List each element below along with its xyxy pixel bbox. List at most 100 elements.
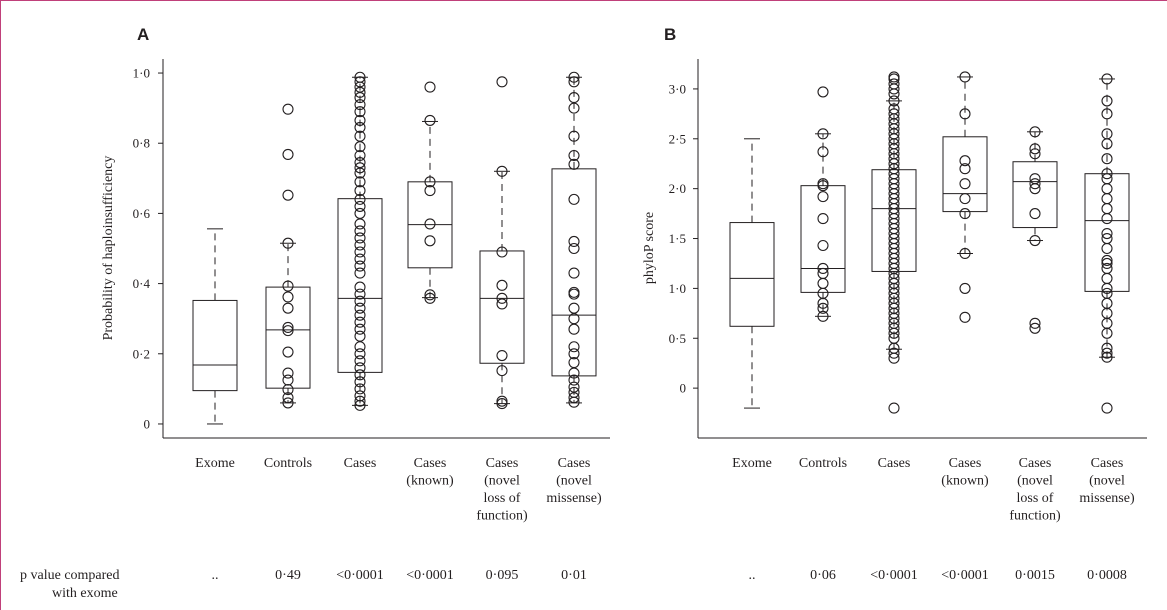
data-point [282, 237, 294, 249]
data-point [496, 298, 508, 310]
x-category-label-line: loss of [1017, 491, 1054, 506]
data-point [354, 295, 366, 307]
data-point [282, 189, 294, 201]
data-point [817, 180, 829, 192]
data-point [354, 383, 366, 395]
data-point [424, 176, 436, 188]
data-point [568, 374, 580, 386]
y-axis-label: Probability of haploinsufficiency [101, 156, 116, 341]
data-point [817, 310, 829, 322]
data-point [817, 213, 829, 225]
data-point [1101, 254, 1113, 267]
x-category-label-line: Exome [732, 456, 772, 471]
p-value-a-2: <0·0001 [336, 568, 384, 583]
x-category-label: Exome [732, 456, 772, 471]
data-point [282, 103, 294, 115]
data-point [1029, 317, 1041, 329]
data-point [354, 302, 366, 314]
data-point [354, 106, 366, 118]
data-point [282, 321, 294, 334]
p-value-b-3: <0·0001 [941, 568, 989, 583]
data-point [1029, 234, 1041, 247]
data-point [354, 395, 366, 407]
x-category-label: Cases (novel missense) [1079, 456, 1135, 506]
data-point [282, 280, 294, 292]
data-point [354, 200, 366, 212]
data-point [354, 141, 366, 153]
data-point [496, 279, 508, 291]
data-point [354, 316, 366, 328]
data-point [959, 155, 971, 167]
data-point [959, 282, 971, 294]
x-category-label-line: Cases [1019, 456, 1052, 471]
y-tick-label: 1·0 [133, 66, 150, 81]
x-category-label-line: Controls [799, 456, 847, 471]
x-category-label-line: (known) [941, 474, 989, 489]
data-point [354, 253, 366, 265]
data-point [496, 398, 508, 410]
data-point [1101, 168, 1113, 180]
data-point [817, 191, 829, 203]
data-point [888, 83, 900, 95]
data-point [282, 302, 294, 314]
data-point [568, 130, 580, 142]
data-point [568, 392, 580, 404]
data-point [568, 102, 580, 114]
data-point [424, 218, 436, 230]
box-group [729, 138, 775, 409]
data-point [568, 323, 580, 335]
data-point [1029, 143, 1041, 155]
data-point [282, 392, 294, 404]
data-point [959, 193, 971, 205]
data-point [354, 369, 366, 381]
p-value-b-0: .. [748, 568, 756, 583]
data-point [817, 297, 829, 309]
y-tick-label: 1·5 [669, 231, 686, 246]
p-value-a-0: .. [211, 568, 219, 583]
data-point [888, 327, 900, 339]
x-category-label: Cases [878, 456, 911, 471]
x-category-label: Controls [799, 456, 847, 471]
data-point [568, 348, 580, 360]
data-point [354, 323, 366, 335]
data-point [1029, 178, 1041, 190]
data-point [354, 267, 366, 279]
data-point [424, 185, 436, 197]
data-point [888, 402, 900, 414]
data-point [354, 246, 366, 258]
p-value-a-3: <0·0001 [406, 568, 454, 583]
box-group [551, 76, 597, 404]
data-point [282, 367, 294, 379]
x-category-label-line: Cases [558, 456, 591, 471]
data-point [568, 242, 580, 255]
x-category-label-line: function) [1009, 509, 1061, 524]
y-tick-label: 0 [144, 416, 151, 431]
data-point [424, 235, 436, 247]
data-point [354, 348, 366, 360]
data-point [424, 114, 436, 126]
data-point [817, 239, 829, 252]
x-category-label: Cases (known) [406, 456, 454, 489]
box-group [407, 120, 453, 299]
data-point [424, 292, 436, 304]
x-category-label: Exome [195, 456, 235, 471]
data-point [354, 341, 366, 353]
data-point [568, 288, 580, 300]
data-point [354, 185, 366, 197]
data-point [354, 281, 366, 293]
y-tick-label: 0·4 [133, 276, 151, 291]
data-point [568, 149, 580, 162]
x-category-label-line: Cases [1091, 456, 1124, 471]
data-point [959, 108, 971, 120]
data-point [354, 92, 366, 104]
data-point [888, 347, 900, 359]
data-point [959, 71, 971, 83]
box-group [265, 242, 311, 404]
data-point [568, 193, 580, 205]
data-point [568, 267, 580, 279]
data-point [568, 367, 580, 379]
x-category-label-line: Cases [344, 456, 377, 471]
x-category-label-line: Cases [486, 456, 519, 471]
